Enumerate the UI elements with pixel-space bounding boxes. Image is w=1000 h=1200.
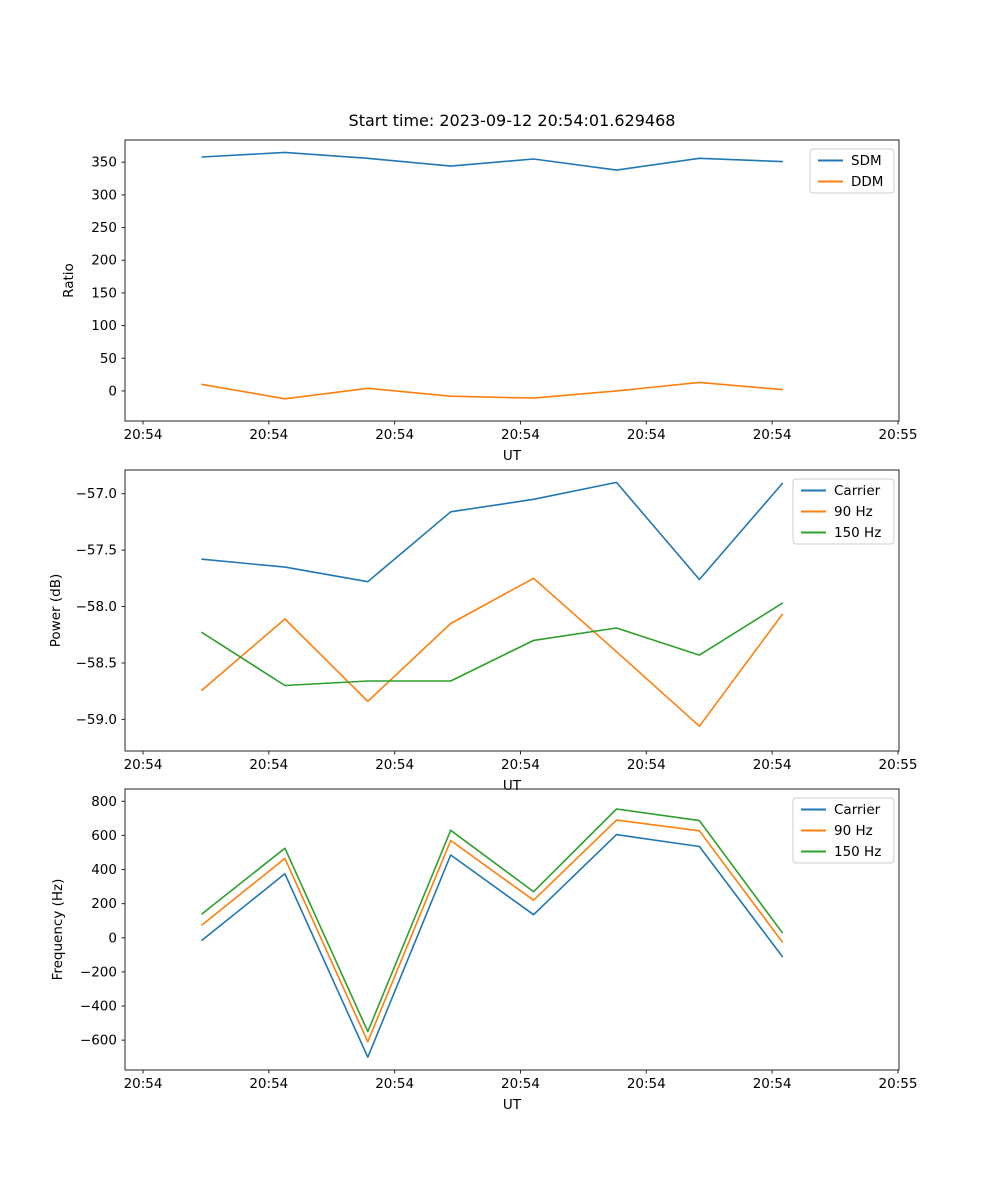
legend-box bbox=[792, 797, 895, 864]
frequency-chart: 20:54 20:54 20:54 20:54 20:54 20:54 20:55 800 60… bbox=[50, 788, 918, 1113]
legend-label: Carrier bbox=[834, 802, 881, 818]
y-tick-label: 200 bbox=[91, 253, 117, 269]
axes-frame bbox=[124, 469, 900, 752]
y-tick-label: 150 bbox=[91, 285, 117, 301]
x-tick-label: 20:54 bbox=[124, 427, 163, 443]
power-legend: Carrier 90 Hz 150 Hz bbox=[792, 478, 895, 545]
x-tick-label: 20:54 bbox=[501, 757, 540, 773]
y-tick-label: −600 bbox=[80, 1033, 117, 1049]
y-tick-label: −57.5 bbox=[76, 543, 117, 559]
x-tick-label: 20:54 bbox=[753, 757, 792, 773]
y-tick-label: 100 bbox=[91, 318, 117, 334]
series-line-ddm bbox=[201, 381, 784, 400]
x-tick-label: 20:54 bbox=[501, 1076, 540, 1092]
series-line-sdm bbox=[201, 151, 784, 171]
y-tick-label: 300 bbox=[91, 187, 117, 203]
ratio-legend: SDM DDM bbox=[809, 148, 895, 194]
frequency-xlabel: UT bbox=[503, 1097, 522, 1113]
x-tick-label: 20:54 bbox=[375, 427, 414, 443]
x-tick-label: 20:54 bbox=[249, 1076, 288, 1092]
x-tick-label: 20:55 bbox=[879, 427, 918, 443]
y-tick-label: 350 bbox=[91, 155, 117, 171]
x-tick-label: 20:54 bbox=[249, 427, 288, 443]
ratio-chart: 20:54 20:54 20:54 20:54 20:54 20:54 20:55 0 50 10… bbox=[61, 139, 918, 464]
legend-label: DDM bbox=[851, 174, 883, 190]
x-tick-label: 20:54 bbox=[627, 1076, 666, 1092]
legend-label: Carrier bbox=[834, 483, 881, 499]
ratio-xlabel: UT bbox=[503, 448, 522, 464]
y-tick-label: −58.0 bbox=[76, 599, 117, 615]
y-tick-label: 50 bbox=[100, 351, 117, 367]
legend-label: 90 Hz bbox=[834, 504, 873, 520]
series-line-carrier bbox=[201, 833, 784, 1058]
figure-title: Start time: 2023-09-12 20:54:01.629468 bbox=[348, 111, 676, 130]
x-tick-label: 20:54 bbox=[375, 1076, 414, 1092]
legend-label: SDM bbox=[851, 153, 882, 169]
series-line-90-hz bbox=[201, 819, 784, 1043]
y-tick-label: 600 bbox=[91, 828, 117, 844]
y-tick-label: 800 bbox=[91, 794, 117, 810]
axes-frame bbox=[124, 788, 900, 1071]
y-tick-label: 250 bbox=[91, 220, 117, 236]
axes-frame bbox=[124, 139, 900, 422]
y-tick-label: −59.0 bbox=[76, 712, 117, 728]
x-tick-label: 20:54 bbox=[501, 427, 540, 443]
legend-label: 150 Hz bbox=[834, 844, 881, 860]
x-tick-label: 20:54 bbox=[753, 1076, 792, 1092]
series-line-carrier bbox=[201, 481, 784, 583]
series-line-90-hz bbox=[201, 577, 784, 728]
y-tick-label: −400 bbox=[80, 999, 117, 1015]
power-xlabel: UT bbox=[503, 778, 522, 794]
legend-label: 90 Hz bbox=[834, 823, 873, 839]
series-line-150-hz bbox=[201, 808, 784, 1033]
y-tick-label: 0 bbox=[108, 383, 117, 399]
power-ylabel: Power (dB) bbox=[48, 574, 64, 647]
x-tick-label: 20:54 bbox=[753, 427, 792, 443]
x-tick-label: 20:54 bbox=[124, 1076, 163, 1092]
x-tick-label: 20:55 bbox=[879, 1076, 918, 1092]
ratio-ylabel: Ratio bbox=[61, 263, 77, 298]
y-tick-label: 400 bbox=[91, 862, 117, 878]
legend-label: 150 Hz bbox=[834, 525, 881, 541]
x-tick-label: 20:54 bbox=[627, 427, 666, 443]
y-tick-label: 200 bbox=[91, 896, 117, 912]
x-tick-label: 20:54 bbox=[627, 757, 666, 773]
x-tick-label: 20:54 bbox=[375, 757, 414, 773]
x-tick-label: 20:55 bbox=[879, 757, 918, 773]
y-tick-label: 0 bbox=[108, 930, 117, 946]
y-tick-label: −57.0 bbox=[76, 486, 117, 502]
y-tick-label: −200 bbox=[80, 964, 117, 980]
x-tick-label: 20:54 bbox=[124, 757, 163, 773]
x-tick-label: 20:54 bbox=[249, 757, 288, 773]
y-tick-label: −58.5 bbox=[76, 655, 117, 671]
series-line-150-hz bbox=[201, 602, 784, 687]
legend-box bbox=[792, 478, 895, 545]
frequency-legend: Carrier 90 Hz 150 Hz bbox=[792, 797, 895, 864]
frequency-ylabel: Frequency (Hz) bbox=[50, 879, 66, 981]
power-chart: 20:54 20:54 20:54 20:54 20:54 20:54 20:55 −57.0… bbox=[48, 469, 918, 794]
